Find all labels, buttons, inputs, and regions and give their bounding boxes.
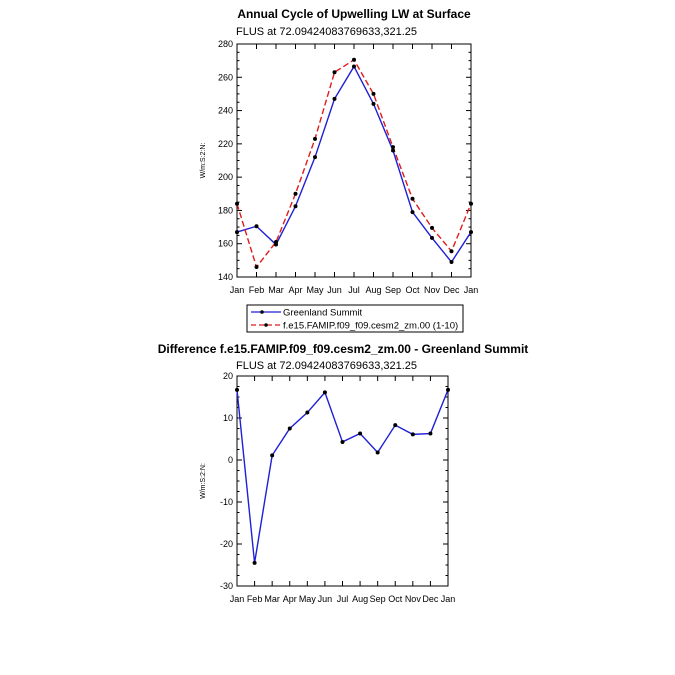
- annual-cycle-chart: Annual Cycle of Upwelling LW at Surface …: [200, 7, 479, 333]
- y-tick-label: -10: [220, 497, 233, 507]
- series-0-point: [322, 390, 327, 395]
- x-tick-label: Jun: [327, 285, 342, 295]
- x-tick-label: Feb: [249, 285, 265, 295]
- series-0-point: [393, 423, 398, 428]
- legend-box: [246, 304, 464, 333]
- x-tick-label: Aug: [352, 594, 368, 604]
- x-tick-label: Dec: [443, 285, 460, 295]
- series-0-point: [340, 439, 345, 444]
- y-tick-label: 200: [218, 172, 233, 182]
- series-0-point: [410, 432, 415, 437]
- series-0-point: [305, 410, 310, 415]
- series-line-0: [236, 389, 449, 564]
- x-tick-label: May: [299, 594, 317, 604]
- series-1-point: [254, 265, 259, 270]
- y-tick-label: 180: [218, 205, 233, 215]
- x-tick-label: Jul: [337, 594, 349, 604]
- series-1-point: [391, 145, 395, 150]
- y-tick-label: 220: [218, 139, 233, 149]
- y-tick-label: -30: [220, 581, 233, 591]
- x-tick-label: Dec: [422, 594, 439, 604]
- x-tick-label: Apr: [288, 285, 302, 295]
- legend-marker-greenland: [260, 310, 264, 314]
- series-1-point: [332, 70, 337, 75]
- x-tick-label: Jan: [230, 594, 245, 604]
- y-tick-label: 280: [218, 39, 233, 49]
- series-0-point: [313, 155, 317, 160]
- x-tick-label: Nov: [405, 594, 422, 604]
- x-tick-label: Jul: [348, 285, 360, 295]
- y-tick-label: 260: [218, 72, 233, 82]
- x-tick-label: Feb: [247, 594, 263, 604]
- series-0-point: [252, 560, 257, 565]
- series-line-1: [236, 58, 472, 269]
- series-0-point: [352, 64, 356, 69]
- series-0-point: [235, 230, 239, 235]
- x-tick-label: Jan: [464, 285, 479, 295]
- series-0-point: [358, 431, 363, 436]
- series-1-point: [352, 57, 356, 62]
- series-1-point: [371, 91, 376, 96]
- x-tick-label: Sep: [370, 594, 386, 604]
- chart-title: Annual Cycle of Upwelling LW at Surface: [237, 7, 471, 21]
- x-tick-label: Jun: [318, 594, 333, 604]
- series-0-point: [287, 426, 292, 431]
- x-tick-label: Apr: [283, 594, 297, 604]
- series-0-point: [449, 260, 454, 265]
- series-0-point: [446, 387, 450, 392]
- series-1-point: [293, 191, 298, 196]
- x-tick-label: Mar: [264, 594, 280, 604]
- series-1-point: [449, 249, 454, 254]
- series-1-point: [235, 201, 239, 206]
- series-0-point: [254, 224, 259, 229]
- series-0-point: [270, 453, 275, 458]
- y-tick-label: -20: [220, 539, 233, 549]
- y-axis-label: W/m:S:2:N:: [200, 143, 207, 179]
- x-tick-label: Nov: [424, 285, 441, 295]
- x-tick-label: Oct: [388, 594, 403, 604]
- series-0-point: [430, 235, 434, 240]
- series-0-point: [332, 96, 337, 101]
- x-tick-label: Aug: [365, 285, 381, 295]
- x-tick-label: May: [306, 285, 324, 295]
- series-1-point: [469, 201, 473, 206]
- x-tick-label: Mar: [268, 285, 284, 295]
- x-tick-label: Oct: [405, 285, 420, 295]
- y-tick-label: 140: [218, 272, 233, 282]
- legend-label-greenland: Greenland Summit: [283, 308, 363, 319]
- series-1-point: [313, 136, 317, 141]
- series-0-point: [375, 450, 380, 455]
- series-0-point: [428, 431, 433, 436]
- series-0-point: [293, 204, 298, 209]
- x-tick-label: Jan: [441, 594, 456, 604]
- series-0-point: [391, 148, 395, 153]
- series-1-point: [430, 225, 434, 230]
- chart-subtitle: FLUS at 72.09424083769633,321.25: [236, 360, 417, 372]
- y-tick-label: 20: [223, 371, 233, 381]
- legend-marker-model: [264, 323, 268, 327]
- series-1-point: [410, 196, 415, 201]
- series-1-point: [274, 240, 278, 245]
- y-tick-label: 160: [218, 239, 233, 249]
- y-axis-label: W/m:S:2:N:: [200, 463, 207, 499]
- series-0-point: [469, 230, 473, 235]
- y-tick-label: 10: [223, 413, 233, 423]
- series-0-point: [235, 387, 239, 392]
- difference-chart: Difference f.e15.FAMIP.f09_f09.cesm2_zm.…: [158, 342, 529, 604]
- x-tick-label: Sep: [385, 285, 401, 295]
- y-tick-label: 0: [228, 455, 233, 465]
- x-tick-label: Jan: [230, 285, 245, 295]
- chart-subtitle: FLUS at 72.09424083769633,321.25: [236, 26, 417, 38]
- series-0-point: [410, 210, 415, 215]
- legend: Greenland Summit f.e15.FAMIP.f09_f09.ces…: [246, 304, 464, 333]
- chart-title: Difference f.e15.FAMIP.f09_f09.cesm2_zm.…: [158, 342, 529, 356]
- series-line-0: [236, 65, 472, 264]
- series-0-point: [371, 101, 376, 106]
- y-tick-label: 240: [218, 106, 233, 116]
- legend-label-model: f.e15.FAMIP.f09_f09.cesm2_zm.00 (1-10): [283, 321, 458, 332]
